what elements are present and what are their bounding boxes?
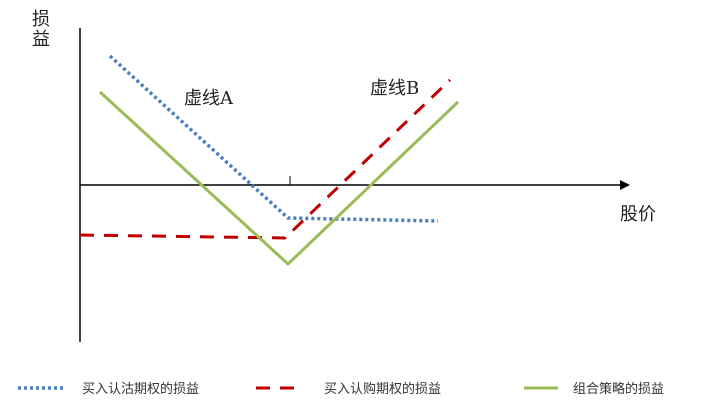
annotation-line-a: 虚线A [184, 88, 233, 109]
legend-combined-label: 组合策略的损益 [573, 382, 665, 397]
x-axis-arrow [620, 180, 630, 190]
call-payoff-line [79, 78, 452, 240]
annotation-line-b: 虚线B [370, 78, 420, 99]
combined-payoff-line [98, 90, 460, 267]
legend-call-label: 买入认购期权的损益 [324, 382, 442, 397]
x-axis-label: 股价 [620, 204, 656, 225]
legend-put-label: 买入认沽期权的损益 [82, 382, 200, 397]
y-axis-label: 损益 [32, 9, 50, 50]
put-payoff-line [108, 54, 439, 223]
